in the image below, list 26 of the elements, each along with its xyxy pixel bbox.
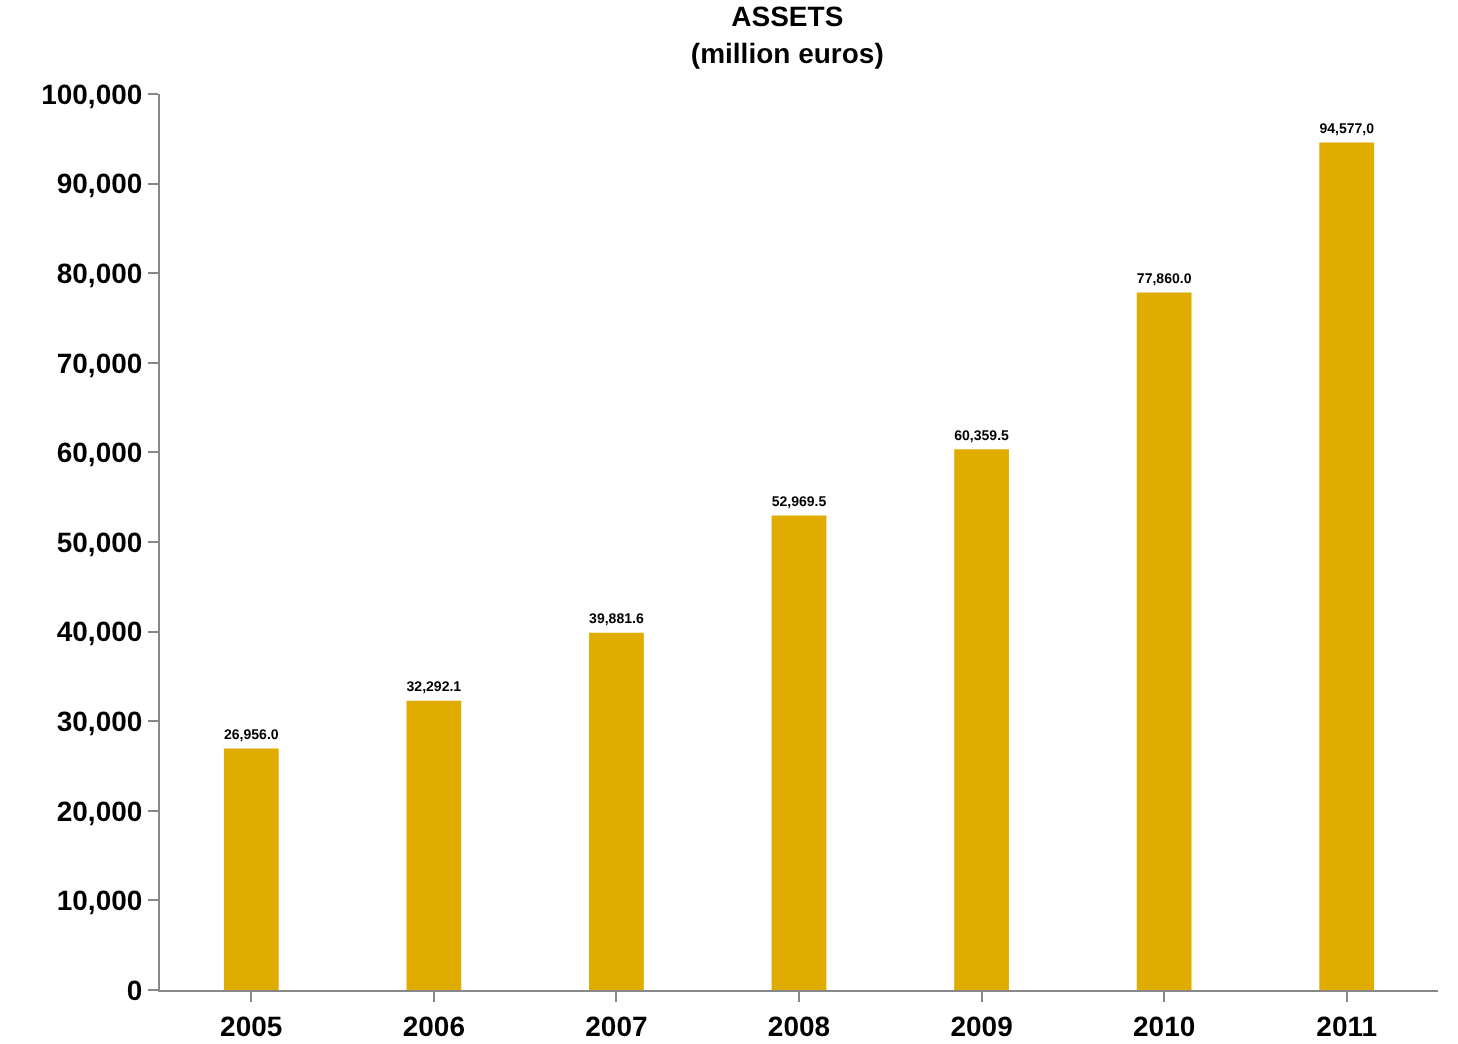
y-tick-label: 10,000 [56,884,143,917]
x-tick-label: 2007 [585,1009,648,1042]
x-tick-label: 2010 [1132,1009,1196,1042]
x-tick-label: 2008 [767,1009,831,1042]
y-tick-label: 100,000 [41,77,143,110]
chart-title: ASSETS (million euros) [690,0,884,69]
y-tick-label: 40,000 [56,615,143,648]
y-tick-label: 60,000 [56,436,143,469]
bar [954,449,1009,990]
y-tick-label: 20,000 [56,794,143,827]
y-tick-label: 30,000 [56,705,143,737]
bar [1136,292,1192,990]
y-tick-label: 80,000 [56,257,143,289]
y-tick-label: 90,000 [56,167,143,200]
bar [771,515,827,990]
x-tick-label: 2009 [950,1009,1014,1042]
y-tick-label: 0 [126,973,143,1006]
bar [589,632,644,990]
x-tick-label: 2005 [220,1009,283,1042]
x-tick-label: 2006 [402,1009,466,1042]
x-tick-label: 2011 [1316,1009,1378,1042]
bar [1319,142,1375,990]
y-tick-label: 70,000 [56,346,143,379]
y-tick-label: 50,000 [56,525,143,558]
bar [223,748,279,990]
bar [406,700,462,990]
